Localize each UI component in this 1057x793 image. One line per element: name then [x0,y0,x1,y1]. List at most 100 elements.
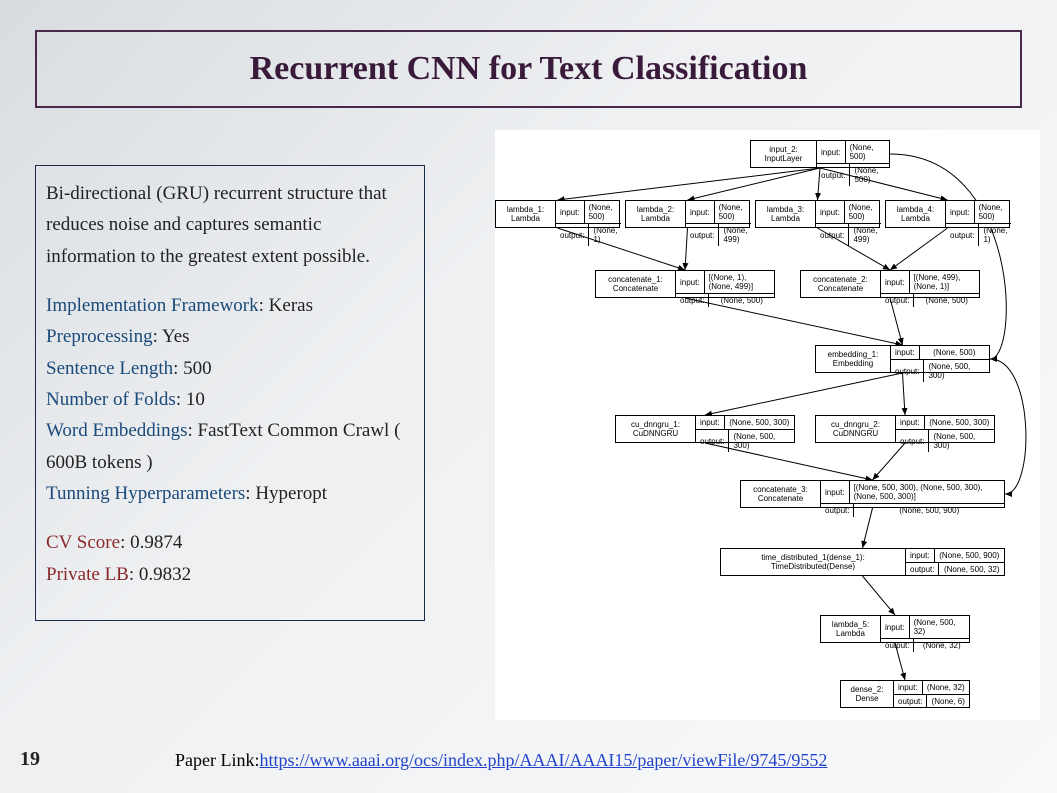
kv-value: : 500 [173,358,212,379]
io-value: (None, 6) [927,695,969,708]
io-label: output: [686,224,719,246]
io-value: (None, 499) [849,224,881,246]
node-io: input:[(None, 499), (None, 1)]output:(No… [881,271,979,297]
kv-row: Sentence Length: 500 [46,353,414,384]
kv-key: Private LB [46,564,129,585]
node-io: input:[(None, 500, 300), (None, 500, 300… [821,481,1004,507]
io-value: (None, 32) [923,681,969,694]
node-label: time_distributed_1(dense_1): TimeDistrib… [721,549,906,575]
io-label: output: [821,504,854,517]
node-io: input:(None, 500)output:(None, 499) [816,201,881,227]
page-title: Recurrent CNN for Text Classification [47,50,1010,88]
diagram-node: lambda_1: Lambdainput:(None, 500)output:… [495,200,620,228]
io-value: [(None, 499), (None, 1)] [910,271,979,293]
io-value: (None, 500) [709,294,774,307]
kv-value: : Keras [259,295,313,316]
io-label: input: [906,549,935,562]
diagram-edge [990,359,1026,494]
io-label: output: [696,430,729,452]
io-value: (None, 500, 300) [725,416,794,429]
io-value: (None, 500, 300) [925,416,994,429]
io-label: input: [676,271,705,293]
io-value: (None, 500) [914,294,979,307]
node-io: input:(None, 500, 300)output:(None, 500,… [896,416,994,442]
io-label: input: [891,346,920,359]
io-value: (None, 500) [846,141,889,163]
io-value: (None, 32) [914,639,969,652]
io-label: output: [906,563,939,576]
node-label: input_2: InputLayer [751,141,817,167]
io-label: output: [881,294,914,307]
io-value: (None, 500) [585,201,622,223]
kv-value: : Yes [153,326,190,347]
kv-row: Private LB: 0.9832 [46,559,414,590]
diagram-edge [890,228,948,270]
io-value: (None, 500, 900) [935,549,1004,562]
diagram-edge [863,576,896,615]
io-label: output: [816,224,849,246]
kv-key: Word Embeddings [46,420,187,441]
node-io: input:(None, 500)output:(None, 500) [817,141,889,167]
io-value: (None, 1) [589,224,621,246]
io-label: output: [894,695,927,708]
kv-key: Number of Folds [46,389,176,410]
io-value: (None, 500) [715,201,752,223]
io-value: (None, 500, 32) [939,563,1004,576]
kv-value: : 0.9874 [120,532,182,553]
diagram-node: lambda_5: Lambdainput:(None, 500, 32)out… [820,615,970,643]
io-value: (None, 499) [719,224,751,246]
paper-link-label: Paper Link: [175,750,259,770]
io-label: output: [676,294,709,307]
io-value: (None, 500, 32) [910,616,969,638]
io-value: (None, 500) [975,201,1012,223]
io-label: output: [896,430,929,452]
io-value: (None, 500) [850,164,889,186]
node-label: lambda_2: Lambda [626,201,686,227]
node-io: input:(None, 500, 900)output:(None, 500,… [906,549,1004,575]
io-value: (None, 500) [920,346,989,359]
model-diagram: input_2: InputLayerinput:(None, 500)outp… [495,130,1040,720]
io-label: input: [894,681,923,694]
io-value: (None, 500, 300) [929,430,994,452]
io-label: input: [881,271,910,293]
diagram-node: time_distributed_1(dense_1): TimeDistrib… [720,548,1005,576]
kv-row: Tunning Hyperparameters: Hyperopt [46,478,414,509]
diagram-node: cu_dnngru_2: CuDNNGRUinput:(None, 500, 3… [815,415,995,443]
io-value: (None, 500, 300) [729,430,794,452]
paper-link[interactable]: https://www.aaai.org/ocs/index.php/AAAI/… [259,750,827,770]
io-label: input: [696,416,725,429]
title-box: Recurrent CNN for Text Classification [35,30,1022,108]
node-label: dense_2: Dense [841,681,894,707]
node-label: lambda_3: Lambda [756,201,816,227]
page-number: 19 [20,748,40,771]
node-label: lambda_5: Lambda [821,616,881,642]
io-label: input: [946,201,975,223]
io-label: output: [556,224,589,246]
diagram-edge [890,154,1006,359]
node-io: input:(None, 500)output:(None, 1) [946,201,1011,227]
node-io: input:(None, 500)output:(None, 500, 300) [891,346,989,372]
kv-value: : 0.9832 [129,564,191,585]
params-group: Implementation Framework: KerasPreproces… [46,290,414,509]
io-value: (None, 500, 300) [924,360,989,382]
diagram-node: concatenate_1: Concatenateinput:[(None, … [595,270,775,298]
diagram-node: concatenate_2: Concatenateinput:[(None, … [800,270,980,298]
node-io: input:(None, 500, 32)output:(None, 32) [881,616,969,642]
diagram-node: lambda_3: Lambdainput:(None, 500)output:… [755,200,880,228]
io-label: input: [881,616,910,638]
footer: 19 Paper Link:https://www.aaai.org/ocs/i… [0,741,1057,771]
io-label: input: [896,416,925,429]
node-label: concatenate_1: Concatenate [596,271,676,297]
intro-text: Bi-directional (GRU) recurrent structure… [46,178,414,272]
description-box: Bi-directional (GRU) recurrent structure… [35,165,425,621]
diagram-node: cu_dnngru_1: CuDNNGRUinput:(None, 500, 3… [615,415,795,443]
kv-value: : 10 [176,389,205,410]
node-io: input:(None, 500)output:(None, 499) [686,201,751,227]
kv-row: Number of Folds: 10 [46,384,414,415]
diagram-node: dense_2: Denseinput:(None, 32)output:(No… [840,680,970,708]
io-value: (None, 500, 900) [854,504,1004,517]
kv-key: Sentence Length [46,358,173,379]
node-label: cu_dnngru_2: CuDNNGRU [816,416,896,442]
kv-key: Implementation Framework [46,295,259,316]
diagram-node: lambda_2: Lambdainput:(None, 500)output:… [625,200,750,228]
